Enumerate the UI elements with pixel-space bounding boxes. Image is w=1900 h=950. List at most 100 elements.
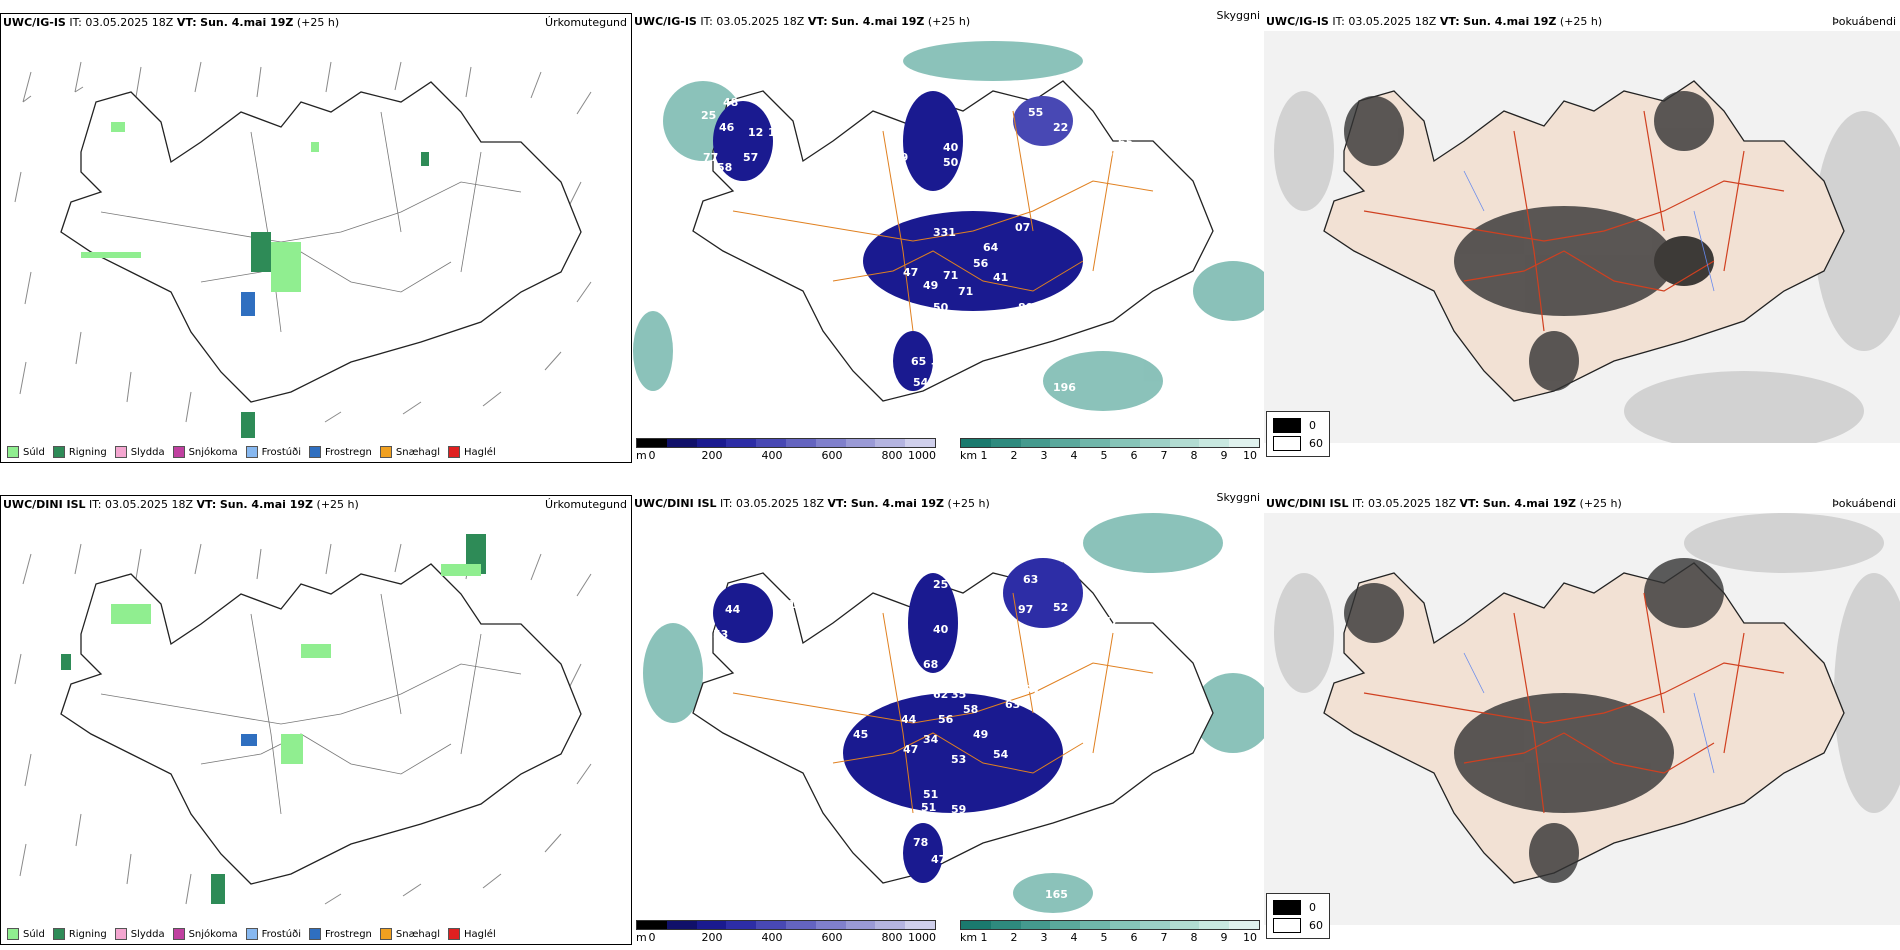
ceiling-label: 41 xyxy=(993,271,1008,284)
precip-panel-row2: UWC/DINI ISL IT: 03.05.2025 18Z VT: Sun.… xyxy=(0,495,632,945)
ceiling-tick: 800 xyxy=(881,449,903,462)
fog-key-row: 0 xyxy=(1273,416,1323,434)
ceiling-label: 97 xyxy=(1018,603,1033,616)
ceiling-label: 49 xyxy=(829,738,844,751)
init-time: IT: 03.05.2025 18Z xyxy=(1332,15,1437,28)
ceiling-label: 53 xyxy=(951,753,966,766)
legend-label: Haglél xyxy=(464,928,496,940)
ceiling-tick: 1000 xyxy=(908,931,936,944)
fog-key-row: 60 xyxy=(1273,434,1323,452)
ceiling-label: 27 xyxy=(1098,151,1113,164)
precip-map[interactable] xyxy=(1,514,631,924)
legend-item: Snæhagl xyxy=(379,446,440,458)
ceiling-colorbar-ramp xyxy=(636,438,936,448)
legend-swatch xyxy=(114,928,127,940)
legend-swatch xyxy=(448,446,461,458)
ceiling-label: 58 xyxy=(717,161,732,174)
fog-key-label: 0 xyxy=(1309,418,1316,432)
valid-time-label: VT: xyxy=(807,15,828,28)
ceiling-tick: 400 xyxy=(761,449,783,462)
ceiling-label: 10 xyxy=(768,126,784,139)
fog-key-swatch xyxy=(1273,899,1301,915)
panel-header: UWC/DINI ISL IT: 03.05.2025 18Z VT: Sun.… xyxy=(632,491,1264,513)
ceiling-label: 231 xyxy=(1041,406,1064,419)
legend-swatch xyxy=(448,928,461,940)
ceiling-unit: m xyxy=(636,449,647,462)
ceiling-label: 77 xyxy=(1103,615,1118,628)
visibility-colorbar-ramp xyxy=(960,438,1260,448)
ceiling-label: 44 xyxy=(725,603,741,616)
fog-map[interactable] xyxy=(1264,31,1900,443)
init-time: IT: 03.05.2025 18Z xyxy=(89,498,194,511)
ceiling-label: 49 xyxy=(923,279,938,292)
ceiling-label: 77 xyxy=(703,151,718,164)
visibility-colorbar-ticks: km 1 2 3 4 5 6 7 8 9 10 xyxy=(960,930,1260,944)
visibility-tick: 1 xyxy=(980,931,988,944)
rivers xyxy=(1463,170,1715,292)
ceiling-colorbar-ramp xyxy=(636,920,936,930)
ceiling-unit: m xyxy=(636,931,647,944)
precip-map[interactable] xyxy=(1,32,631,442)
iceland-fog-map xyxy=(1264,513,1900,925)
ceiling-label: 81 xyxy=(728,243,743,256)
legend-swatch xyxy=(52,928,65,940)
ceiling-label: 46 xyxy=(763,181,779,194)
init-time: IT: 03.05.2025 18Z xyxy=(700,15,805,28)
visibility-unit: km xyxy=(960,449,978,462)
visibility-tick: 10 xyxy=(1243,931,1257,944)
valid-time-label: VT: xyxy=(827,497,848,510)
visibility-tick: 4 xyxy=(1070,931,1078,944)
legend-label: Slydda xyxy=(130,446,165,458)
fog-shading-land xyxy=(1344,558,1724,883)
legend-item: Slydda xyxy=(114,928,165,940)
visibility-map[interactable]: 44 57 12 75 53 35 25 40 44 68 63 97 52 7… xyxy=(632,513,1264,913)
fog-shading-land xyxy=(1344,91,1714,391)
visibility-colorbar: km 1 2 3 4 5 6 7 8 9 10 xyxy=(960,438,1260,462)
visibility-tick: 7 xyxy=(1160,931,1168,944)
ceiling-shading xyxy=(713,91,1083,391)
precip-legend: Súld Rigning Slydda Snjókoma Frostúði Fr… xyxy=(7,446,496,458)
ceiling-tick: 1000 xyxy=(908,449,936,462)
legend-label: Súld xyxy=(23,446,45,458)
lead-time: (+25 h) xyxy=(316,498,359,511)
fog-map[interactable] xyxy=(1264,513,1900,925)
fog-key-row: 60 xyxy=(1273,916,1323,934)
iceland-visibility-map: 44 57 12 75 53 35 25 40 44 68 63 97 52 7… xyxy=(643,513,1264,913)
ceiling-label: 63 xyxy=(1005,698,1020,711)
ceiling-label: 33 xyxy=(701,253,716,266)
visibility-map[interactable]: 48 25 46 12 10 77 58 57 69 40 50 51 32 5… xyxy=(632,31,1264,431)
ceiling-label: 07 xyxy=(1015,221,1030,234)
ceiling-label: 71 xyxy=(958,285,973,298)
panel-header: UWC/DINI ISL IT: 03.05.2025 18Z VT: Sun.… xyxy=(1,496,631,514)
ceiling-label: 65 xyxy=(911,355,926,368)
panel-header: UWC/IG-IS IT: 03.05.2025 18Z VT: Sun. 4.… xyxy=(632,9,1264,31)
ceiling-label: 12 xyxy=(748,126,763,139)
legend-item: Frostúði xyxy=(245,446,301,458)
ceiling-label: 51 xyxy=(921,801,936,814)
ceiling-tick: 200 xyxy=(701,931,723,944)
legend-item: Rigning xyxy=(52,446,107,458)
ceiling-label: 49 xyxy=(973,728,988,741)
legend-item: Frostúði xyxy=(245,928,301,940)
ceiling-tick: 0 xyxy=(648,931,656,944)
ceiling-tick: 800 xyxy=(881,931,903,944)
legend-label: Súld xyxy=(23,928,45,940)
ceiling-label: 47 xyxy=(931,853,946,866)
ceiling-label: 331 xyxy=(933,226,956,239)
legend-swatch xyxy=(245,446,258,458)
ceiling-tick: 600 xyxy=(821,449,843,462)
ceiling-label: 44 xyxy=(963,643,979,656)
ceiling-label: 50 xyxy=(933,301,949,314)
legend-swatch xyxy=(52,446,65,458)
ceiling-label: 35 xyxy=(951,688,966,701)
ceiling-label: 35 xyxy=(699,698,714,711)
ceiling-label: 44 xyxy=(901,713,917,726)
init-time: IT: 03.05.2025 18Z xyxy=(1352,497,1457,510)
ceiling-label: 51 xyxy=(923,788,938,801)
ceiling-colorbar: m 0 200 400 600 800 1000 xyxy=(636,438,936,462)
valid-time-label: VT: xyxy=(196,498,217,511)
ceiling-label: 25 xyxy=(933,578,948,591)
ceiling-label: 52 xyxy=(1053,601,1068,614)
fog-key-swatch xyxy=(1273,435,1301,451)
ceiling-value-labels: 48 25 46 12 10 77 58 57 69 40 50 51 32 5… xyxy=(701,96,1133,419)
